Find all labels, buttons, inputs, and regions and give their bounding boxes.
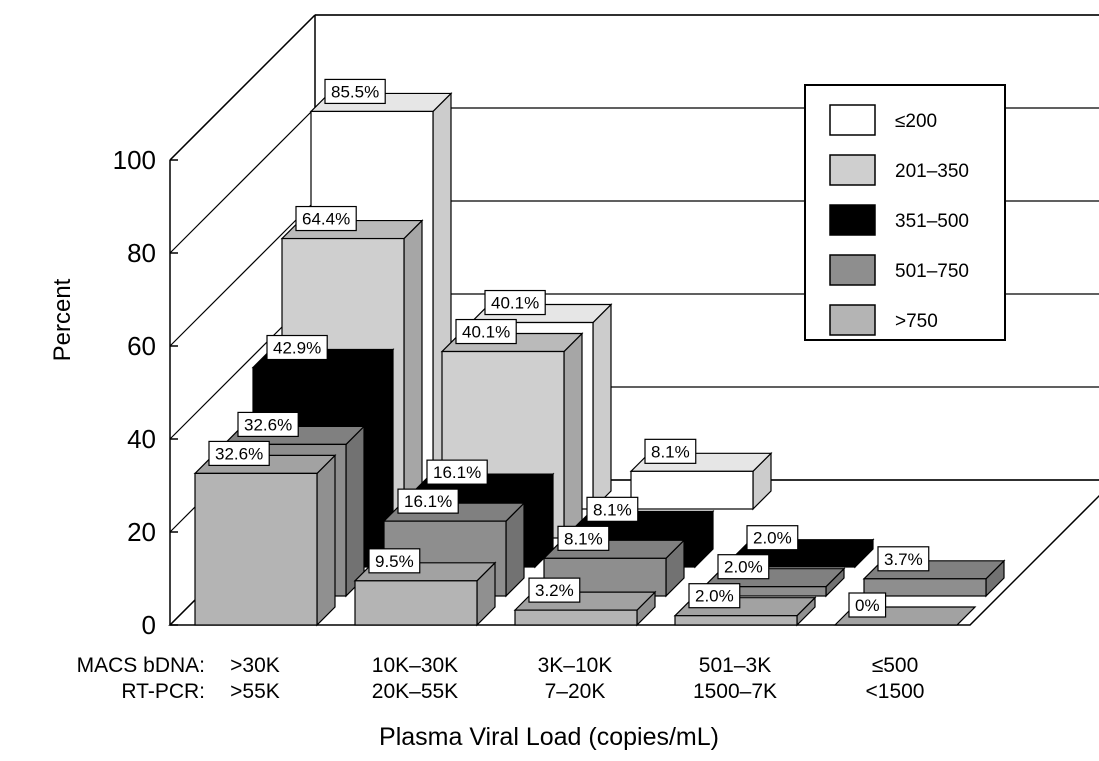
- bar-group: 9.5%: [353, 548, 497, 627]
- y-tick-label: 40: [127, 424, 156, 454]
- bar-side: [345, 424, 365, 598]
- legend-label: >750: [895, 311, 938, 332]
- bar: [630, 470, 754, 510]
- value-label: 8.1%: [593, 500, 632, 519]
- legend-swatch: [829, 304, 876, 336]
- legend-label: 501–750: [895, 261, 969, 282]
- x-tick-label: ≤500: [872, 654, 919, 677]
- value-label-box: [324, 78, 386, 105]
- bar-group: 0%: [833, 592, 977, 626]
- value-label-box: [717, 554, 770, 580]
- value-label: 2.0%: [695, 587, 734, 606]
- value-label-box: [455, 318, 517, 345]
- value-label-box: [266, 334, 328, 361]
- bar: [863, 578, 987, 597]
- bar: [514, 609, 638, 626]
- value-label: 0%: [855, 596, 880, 615]
- value-label: 8.1%: [651, 442, 690, 461]
- value-label-box: [484, 289, 546, 316]
- value-label-box: [688, 583, 741, 609]
- y-axis-title: Percent: [49, 278, 76, 361]
- category-row-label: RT-PCR:: [121, 680, 205, 703]
- x-tick-label: 1500–7K: [693, 680, 777, 703]
- x-tick-label: 7–20K: [545, 680, 606, 703]
- bar-group: 2.0%: [702, 554, 846, 598]
- value-label-box: [877, 546, 930, 572]
- x-tick-label: <1500: [866, 680, 925, 703]
- value-label: 32.6%: [215, 444, 263, 463]
- x-tick-label: 3K–10K: [538, 654, 613, 677]
- grid-line: [169, 14, 316, 161]
- y-tick-label: 80: [127, 238, 156, 268]
- value-label-box: [237, 411, 299, 438]
- value-label: 40.1%: [491, 294, 539, 313]
- grid-line: [169, 107, 316, 254]
- bar: [674, 615, 798, 626]
- value-label: 16.1%: [404, 492, 452, 511]
- y-tick-label: 100: [113, 145, 156, 175]
- value-label: 85.5%: [331, 82, 379, 101]
- grid-line: [169, 200, 316, 347]
- x-tick-label: 501–3K: [699, 654, 771, 677]
- value-label: 2.0%: [753, 529, 792, 548]
- value-label-box: [426, 459, 488, 485]
- value-label: 3.7%: [884, 550, 923, 569]
- bar-group: 2.0%: [673, 583, 817, 627]
- value-label-box: [295, 205, 357, 232]
- legend-swatch: [829, 204, 876, 236]
- value-label-box: [528, 577, 581, 603]
- value-label: 32.6%: [244, 415, 292, 434]
- x-tick-label: >55K: [230, 680, 280, 703]
- value-label: 8.1%: [564, 529, 603, 548]
- value-label: 2.0%: [724, 558, 763, 577]
- bar-group: 2.0%: [731, 525, 875, 569]
- bar: [194, 472, 318, 626]
- legend-swatch: [829, 104, 876, 136]
- y-tick-label: 0: [142, 610, 156, 640]
- y-tick-label: 60: [127, 331, 156, 361]
- bar-group: 8.1%: [629, 438, 773, 511]
- category-row-label: MACS bDNA:: [77, 654, 205, 677]
- x-axis-title: Plasma Viral Load (copies/mL): [379, 723, 719, 751]
- bar: [354, 580, 478, 626]
- bar-group: 32.6%: [193, 440, 337, 627]
- value-label-box: [746, 525, 799, 551]
- x-tick-label: 10K–30K: [372, 654, 458, 677]
- value-label: 40.1%: [462, 323, 510, 342]
- value-label: 64.4%: [302, 210, 350, 229]
- bar-side: [563, 332, 583, 540]
- legend-label: 351–500: [895, 211, 969, 232]
- legend-swatch: [829, 254, 876, 286]
- bar-group: 8.1%: [542, 525, 686, 598]
- bar-side: [592, 303, 612, 511]
- value-label-box: [368, 548, 421, 574]
- legend-label: ≤200: [895, 111, 937, 132]
- value-label: 3.2%: [535, 581, 574, 600]
- x-tick-label: 20K–55K: [372, 680, 458, 703]
- value-label-box: [557, 525, 610, 551]
- x-tick-label: >30K: [230, 654, 280, 677]
- value-label: 9.5%: [375, 552, 414, 571]
- legend-label: 201–350: [895, 161, 969, 182]
- bar-group: 3.2%: [513, 577, 657, 627]
- y-tick-label: 20: [127, 517, 156, 547]
- value-label: 42.9%: [273, 339, 321, 358]
- value-label-box: [208, 440, 270, 467]
- value-label-box: [586, 496, 639, 522]
- value-label-box: [848, 592, 887, 618]
- value-label: 16.1%: [433, 463, 481, 482]
- value-label-box: [644, 438, 697, 464]
- bar-group: 3.7%: [862, 546, 1006, 598]
- legend: ≤200 201–350 351–500 501–750 >750: [804, 84, 1006, 341]
- value-label-box: [397, 488, 459, 514]
- bar-side: [316, 453, 336, 627]
- legend-swatch: [829, 154, 876, 186]
